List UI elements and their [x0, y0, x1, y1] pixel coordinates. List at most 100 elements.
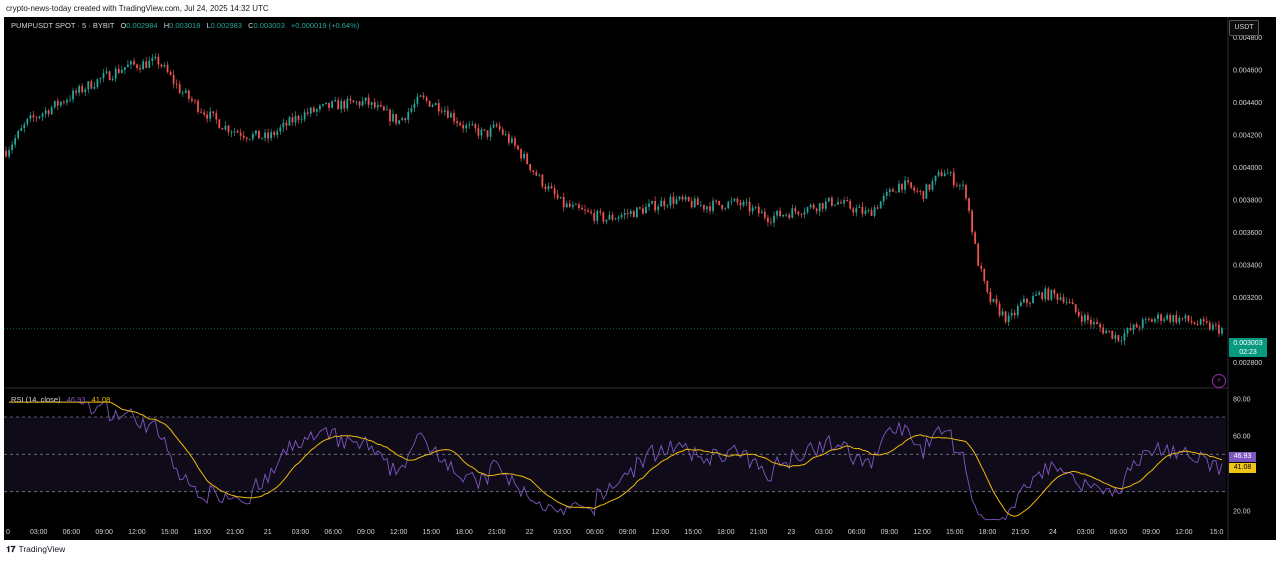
time-tick-label: 15:0 — [1210, 529, 1224, 536]
candle-body — [14, 138, 17, 145]
candle-body — [1080, 315, 1083, 322]
time-tick-label: 09:00 — [1142, 529, 1160, 536]
candle-body — [154, 56, 157, 59]
candle-body — [1038, 292, 1041, 295]
candle-body — [1023, 298, 1025, 303]
candle-body — [1126, 327, 1129, 334]
candle-body — [864, 210, 867, 214]
candle-body — [846, 200, 849, 202]
candle-body — [221, 128, 224, 130]
candle-body — [53, 100, 56, 108]
time-tick-label: 09:00 — [881, 529, 899, 536]
candle-body — [1129, 327, 1132, 331]
candle-body — [227, 125, 230, 133]
candle-body — [239, 132, 242, 136]
time-tick-label: 03:00 — [553, 529, 571, 536]
candle-body — [1035, 294, 1037, 297]
candle-body — [751, 207, 754, 212]
candle-body — [498, 125, 501, 130]
chart-canvas[interactable]: 0.004800 0.004600 0.004400 0.004200 0.004000… — [4, 17, 1276, 540]
candle-body — [623, 212, 626, 216]
time-axis: 0 03:00 06:00 09:00 12:00 15:00 18:00 21:00 21 03… — [6, 529, 1223, 536]
candle-body — [1154, 319, 1156, 322]
candle-body — [690, 201, 693, 208]
chart-area[interactable]: 0.004800 0.004600 0.004400 0.004200 0.004000… — [4, 17, 1276, 540]
close-label: C — [248, 21, 254, 30]
time-tick-label: 18:00 — [717, 529, 735, 536]
candle-body — [809, 204, 812, 208]
candle-body — [102, 73, 105, 79]
candle-body — [1102, 327, 1105, 334]
candle-body — [1202, 319, 1205, 322]
candle-body — [1096, 321, 1098, 325]
rsi-legend[interactable]: RSI (14, close) 46.93 41.08 — [11, 395, 110, 404]
symbol-name[interactable]: PUMPUSDT SPOT · 5 · BYBIT — [11, 21, 115, 30]
candle-body — [642, 208, 644, 214]
rsi-label[interactable]: RSI (14, close) — [11, 395, 61, 404]
time-tick-label: 24 — [1049, 529, 1057, 536]
candle-body — [471, 124, 474, 126]
candle-body — [968, 198, 970, 211]
candle-body — [297, 115, 300, 120]
candle-body — [581, 207, 583, 210]
candle-body — [276, 131, 279, 136]
candle-body — [724, 208, 727, 210]
time-tick-label: 12:00 — [128, 529, 146, 536]
candle-body — [285, 122, 288, 126]
candle-body — [776, 210, 778, 216]
candle-body — [986, 281, 989, 292]
time-tick-label: 09:00 — [619, 529, 637, 536]
candle-body — [605, 219, 608, 222]
candle-body — [492, 124, 495, 128]
candle-body — [867, 210, 870, 211]
time-tick-label: 15:00 — [423, 529, 441, 536]
time-tick-label: 21:00 — [226, 529, 244, 536]
candle-body — [861, 206, 864, 214]
candle-body — [611, 214, 614, 220]
candle-body — [1056, 293, 1059, 300]
candle-body — [532, 170, 535, 172]
candle-body — [230, 132, 233, 133]
lightning-icon[interactable]: ⚡ — [1212, 374, 1226, 388]
candle-body — [111, 78, 114, 81]
candle-body — [1166, 315, 1169, 320]
time-tick-label: 06:00 — [324, 529, 342, 536]
time-tick-label: 03:00 — [815, 529, 833, 536]
candle-body — [480, 129, 483, 136]
bar-countdown: 02:23 — [1239, 349, 1257, 356]
candle-body — [843, 200, 845, 204]
candle-body — [209, 111, 212, 119]
candle-body — [218, 119, 221, 129]
candle-body — [75, 90, 77, 93]
candle-body — [224, 125, 227, 130]
candle-body — [1163, 319, 1165, 321]
candle-body — [1071, 302, 1074, 305]
candle-body — [1178, 317, 1181, 323]
brand-name[interactable]: TradingView — [18, 544, 66, 554]
candle-body — [489, 127, 492, 137]
candle-body — [568, 203, 571, 207]
candle-body — [306, 112, 309, 114]
candle-body — [123, 67, 126, 70]
candle-body — [1181, 317, 1184, 319]
currency-badge[interactable]: USDT — [1229, 20, 1259, 36]
candle-body — [983, 268, 986, 282]
footer[interactable]: 𝟏𝟕 TradingView — [6, 544, 65, 555]
candle-body — [834, 204, 836, 206]
candle-body — [934, 175, 937, 182]
candle-body — [383, 106, 385, 111]
candle-body — [998, 303, 1001, 316]
candle-body — [389, 109, 391, 122]
candle-body — [108, 71, 111, 81]
candle-body — [742, 201, 745, 206]
candle-body — [194, 100, 196, 102]
candle-body — [93, 86, 96, 89]
candle-body — [474, 124, 477, 129]
symbol-legend[interactable]: PUMPUSDT SPOT · 5 · BYBIT O0.002984 H0.0… — [11, 21, 359, 30]
candle-body — [648, 203, 650, 207]
candle-body — [824, 201, 827, 209]
candle-body — [373, 102, 376, 108]
candle-body — [1120, 340, 1123, 342]
price-tick-label: 0.004600 — [1233, 68, 1262, 75]
tradingview-logo-icon[interactable]: 𝟏𝟕 — [6, 544, 16, 554]
